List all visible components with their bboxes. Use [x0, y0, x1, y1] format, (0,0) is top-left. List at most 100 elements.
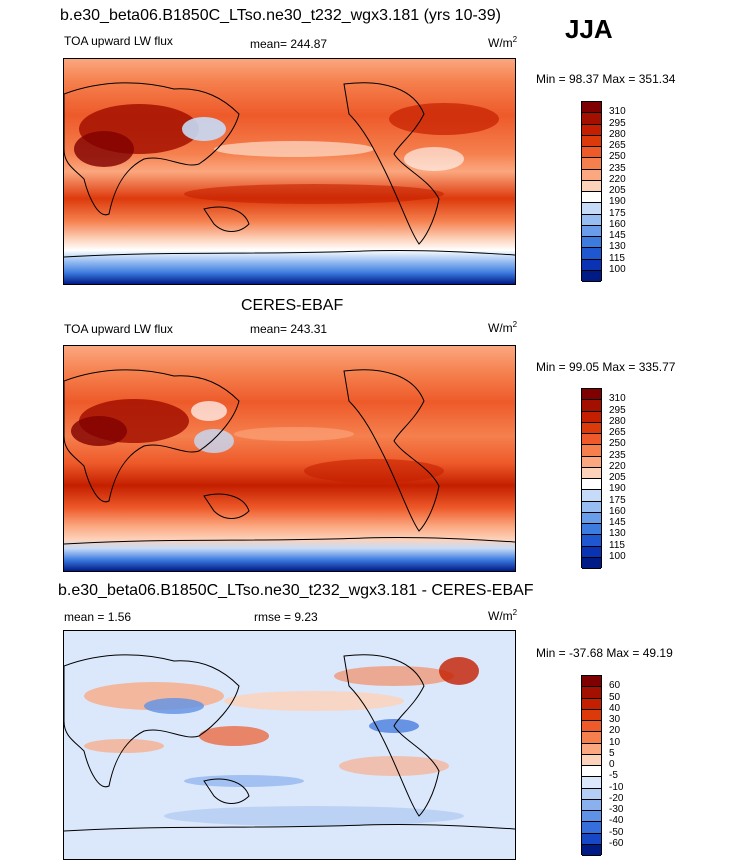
colorbar-tick-label: 205 — [609, 472, 626, 483]
minmax-label: Min = 98.37 Max = 351.34 — [536, 72, 676, 86]
colorbar-tick-label: 280 — [609, 128, 626, 140]
colorbar-tick-label: 145 — [609, 517, 626, 528]
map-observation — [63, 345, 516, 572]
colorbar-tick-label: -5 — [609, 770, 618, 782]
colorbar-swatch — [582, 237, 601, 249]
mean-label: mean= 243.31 — [250, 322, 328, 336]
colorbar-swatch — [582, 676, 601, 688]
colorbar-tick-label: -50 — [609, 826, 624, 838]
colorbar-swatch — [582, 411, 601, 423]
colorbar-tick-label: 295 — [609, 404, 626, 416]
colorbar-tick-label: 115 — [609, 252, 625, 264]
colorbar-tick-label: 235 — [609, 449, 626, 461]
colorbar-swatch — [582, 203, 601, 215]
colorbar-swatch — [582, 766, 601, 778]
colorbar — [581, 101, 602, 282]
colorbar-tick-label: 265 — [609, 427, 626, 438]
colorbar-swatch — [582, 709, 601, 721]
colorbar-tick-label: 10 — [609, 736, 621, 748]
colorbar-tick-label: 265 — [609, 140, 626, 151]
rmse-label: rmse = 9.23 — [254, 610, 318, 624]
colorbar-swatch — [582, 799, 601, 811]
colorbar-tick-label: 310 — [609, 106, 626, 118]
colorbar-swatch — [582, 192, 601, 204]
colorbar-tick-label: 295 — [609, 117, 626, 129]
colorbar-swatch — [582, 479, 601, 491]
colorbar-swatch — [582, 512, 601, 524]
colorbar-tick-label: 280 — [609, 415, 626, 427]
season-label: JJA — [565, 14, 613, 44]
colorbar-swatch — [582, 158, 601, 170]
colorbar-tick-label: 175 — [609, 494, 626, 506]
units-label: W/m2 — [488, 608, 518, 623]
colorbar-swatch — [582, 102, 601, 114]
panel-title: b.e30_beta06.B1850C_LTso.ne30_t232_wgx3.… — [60, 7, 501, 24]
colorbar-swatch — [582, 422, 601, 434]
colorbar-tick-label: 310 — [609, 393, 626, 405]
colorbar-swatch — [582, 490, 601, 502]
colorbar-tick-label: 40 — [609, 702, 621, 714]
colorbar-swatch — [582, 524, 601, 536]
colorbar-swatch — [582, 754, 601, 766]
units-label: W/m2 — [488, 320, 518, 335]
colorbar-tick-label: 190 — [609, 196, 626, 208]
variable-label: TOA upward LW flux — [64, 322, 173, 336]
colorbar-swatch — [582, 113, 601, 125]
colorbar-swatch — [582, 811, 601, 823]
colorbar-swatch — [582, 147, 601, 159]
colorbar — [581, 388, 602, 569]
variable-label: TOA upward LW flux — [64, 34, 173, 48]
panel-title: b.e30_beta06.B1850C_LTso.ne30_t232_wgx3.… — [58, 582, 534, 599]
colorbar-swatch — [582, 225, 601, 237]
colorbar — [581, 675, 602, 856]
colorbar-tick-label: 250 — [609, 151, 626, 163]
colorbar-swatch — [582, 844, 601, 856]
colorbar-swatch — [582, 180, 601, 192]
colorbar-swatch — [582, 777, 601, 789]
colorbar-swatch — [582, 732, 601, 744]
colorbar-swatch — [582, 467, 601, 479]
colorbar-tick-label: -60 — [609, 837, 624, 849]
colorbar-swatch — [582, 822, 601, 834]
colorbar-swatch — [582, 400, 601, 412]
colorbar-tick-label: 220 — [609, 173, 626, 185]
colorbar-tick-label: 50 — [609, 691, 621, 703]
units-label: W/m2 — [488, 35, 518, 50]
map-model — [63, 58, 516, 285]
colorbar-tick-label: 160 — [609, 218, 626, 230]
colorbar-tick-label: 205 — [609, 185, 626, 196]
colorbar-tick-label: 30 — [609, 714, 621, 725]
colorbar-tick-label: 190 — [609, 483, 626, 495]
colorbar-swatch — [582, 214, 601, 226]
colorbar-tick-label: -10 — [609, 781, 624, 793]
map-difference — [63, 630, 516, 860]
colorbar-swatch — [582, 124, 601, 136]
colorbar-tick-label: 220 — [609, 460, 626, 472]
mean-label: mean = 1.56 — [64, 610, 132, 624]
colorbar-tick-label: 130 — [609, 528, 626, 540]
colorbar-tick-label: 100 — [609, 263, 626, 275]
colorbar-swatch — [582, 248, 601, 260]
colorbar-swatch — [582, 687, 601, 699]
colorbar-swatch — [582, 259, 601, 271]
colorbar-swatch — [582, 557, 601, 569]
colorbar-swatch — [582, 135, 601, 147]
colorbar-tick-label: 0 — [609, 759, 615, 770]
colorbar-swatch — [582, 743, 601, 755]
minmax-label: Min = 99.05 Max = 335.77 — [536, 360, 676, 374]
colorbar-swatch — [582, 833, 601, 845]
colorbar-swatch — [582, 721, 601, 733]
colorbar-tick-label: -40 — [609, 815, 624, 827]
colorbar-tick-label: 100 — [609, 550, 626, 562]
colorbar-tick-label: 130 — [609, 241, 626, 253]
colorbar-swatch — [582, 434, 601, 446]
colorbar-tick-label: -20 — [609, 792, 624, 804]
colorbar-tick-label: 20 — [609, 725, 621, 737]
colorbar-swatch — [582, 169, 601, 181]
colorbar-swatch — [582, 788, 601, 800]
minmax-label: Min = -37.68 Max = 49.19 — [536, 646, 673, 660]
colorbar-tick-label: 250 — [609, 438, 626, 450]
panel-title: CERES-EBAF — [241, 297, 344, 314]
colorbar-swatch — [582, 456, 601, 468]
colorbar-swatch — [582, 389, 601, 401]
